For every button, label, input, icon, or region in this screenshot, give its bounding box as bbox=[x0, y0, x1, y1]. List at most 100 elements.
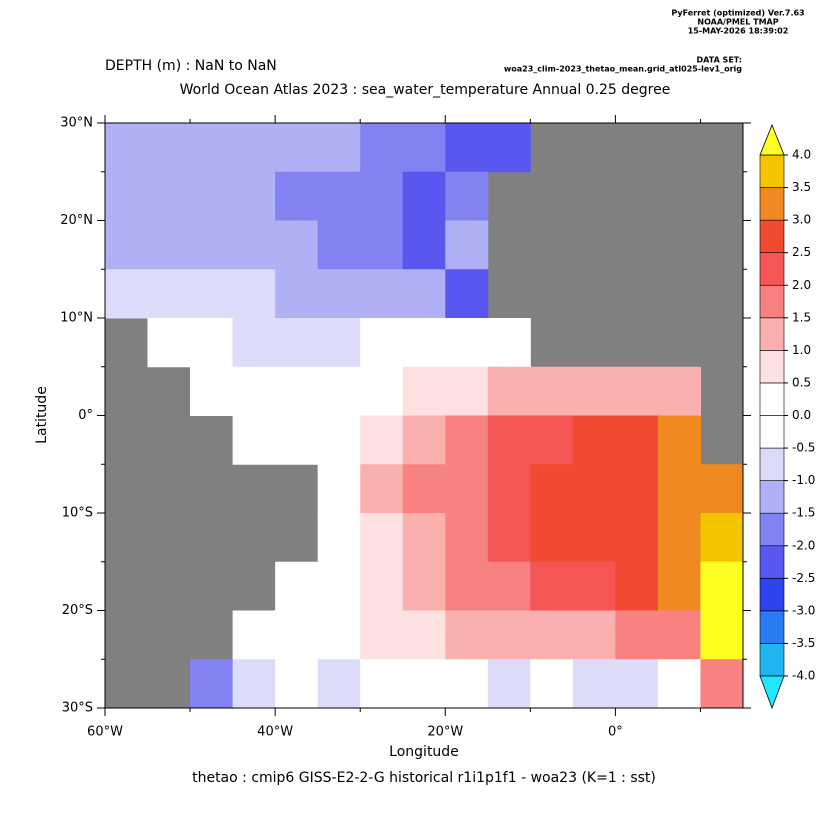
cell bbox=[445, 318, 489, 368]
cell bbox=[700, 464, 744, 514]
colorbar-band bbox=[759, 480, 785, 514]
cell bbox=[487, 123, 531, 173]
cell bbox=[445, 464, 489, 514]
cell bbox=[317, 561, 361, 611]
cell bbox=[360, 220, 404, 270]
cell bbox=[487, 318, 531, 368]
cell bbox=[232, 415, 276, 465]
cell bbox=[317, 513, 361, 563]
cell bbox=[232, 659, 276, 709]
dataset: woa23_clim-2023_thetao_mean.grid_atl025-… bbox=[504, 65, 742, 74]
date: 15-MAY-2026 18:39:02 bbox=[688, 27, 789, 36]
cell bbox=[147, 269, 191, 319]
colorbar-label: 4.0 bbox=[792, 148, 811, 162]
colorbar-over bbox=[759, 123, 785, 156]
cell bbox=[530, 513, 574, 563]
cell bbox=[147, 123, 191, 173]
colorbar-label: 3.5 bbox=[792, 180, 811, 194]
cell bbox=[445, 561, 489, 611]
cell bbox=[572, 513, 616, 563]
x-axis-label: Longitude bbox=[389, 744, 459, 760]
colorbar-band bbox=[759, 512, 785, 547]
cell bbox=[572, 561, 616, 611]
cell bbox=[275, 220, 319, 270]
colorbar-band bbox=[759, 643, 785, 677]
cell bbox=[232, 610, 276, 660]
colorbar-band bbox=[759, 154, 785, 188]
cell bbox=[360, 610, 404, 660]
cell bbox=[190, 123, 234, 173]
cell bbox=[275, 366, 319, 416]
cell bbox=[275, 123, 319, 173]
y-tick-label: 30°S bbox=[62, 701, 93, 716]
cell bbox=[402, 318, 446, 368]
x-tick-label: 40°W bbox=[257, 725, 293, 740]
cell bbox=[402, 561, 446, 611]
cell bbox=[402, 220, 446, 270]
colorbar-label: -3.0 bbox=[792, 603, 815, 617]
cell bbox=[572, 659, 616, 709]
cell bbox=[317, 269, 361, 319]
cell bbox=[360, 415, 404, 465]
cell bbox=[275, 659, 319, 709]
cell bbox=[615, 561, 659, 611]
cell bbox=[360, 513, 404, 563]
colorbar-label: -1.0 bbox=[792, 473, 815, 487]
colorbar-label: 2.0 bbox=[792, 278, 811, 292]
cell bbox=[232, 171, 276, 221]
cell bbox=[487, 561, 531, 611]
org: NOAA/PMEL TMAP bbox=[697, 18, 778, 27]
colorbar-under bbox=[759, 675, 785, 710]
cell bbox=[317, 610, 361, 660]
colorbar-band bbox=[759, 317, 785, 351]
colorbar-label: -0.5 bbox=[792, 441, 815, 455]
cell bbox=[360, 171, 404, 221]
cell bbox=[487, 415, 531, 465]
colorbar-label: -2.0 bbox=[792, 538, 815, 552]
chart-title: World Ocean Atlas 2023 : sea_water_tempe… bbox=[180, 82, 671, 98]
colorbar-label: -4.0 bbox=[792, 669, 815, 683]
cell bbox=[105, 220, 149, 270]
cell bbox=[190, 318, 234, 368]
cell bbox=[615, 610, 659, 660]
cell bbox=[275, 318, 319, 368]
cell bbox=[275, 610, 319, 660]
cell bbox=[275, 415, 319, 465]
cell bbox=[657, 561, 701, 611]
cell bbox=[530, 415, 574, 465]
y-tick-label: 30°N bbox=[60, 116, 93, 131]
cell bbox=[445, 415, 489, 465]
colorbar-label: 3.0 bbox=[792, 213, 811, 227]
cell bbox=[445, 513, 489, 563]
colorbar-band bbox=[759, 415, 785, 449]
colorbar-label: -3.5 bbox=[792, 636, 815, 650]
cell bbox=[190, 269, 234, 319]
software: PyFerret (optimized) Ver.7.63 bbox=[671, 9, 804, 18]
y-axis-label: Latitude bbox=[34, 386, 50, 444]
y-tick-label: 10°N bbox=[60, 311, 93, 326]
cell bbox=[530, 464, 574, 514]
cell bbox=[487, 659, 531, 709]
cell bbox=[317, 318, 361, 368]
cell bbox=[317, 659, 361, 709]
cell bbox=[147, 220, 191, 270]
cell bbox=[700, 513, 744, 563]
cell bbox=[445, 123, 489, 173]
colorbar-band bbox=[759, 252, 785, 286]
cell bbox=[190, 659, 234, 709]
cell bbox=[487, 366, 531, 416]
y-tick-label: 10°S bbox=[62, 506, 93, 521]
x-tick-label: 20°W bbox=[427, 725, 463, 740]
cell bbox=[572, 366, 616, 416]
cell bbox=[105, 171, 149, 221]
cell bbox=[360, 123, 404, 173]
colorbar-label: 1.5 bbox=[792, 310, 811, 324]
cell bbox=[147, 318, 191, 368]
cell bbox=[445, 269, 489, 319]
cell bbox=[530, 659, 574, 709]
cell bbox=[402, 659, 446, 709]
cell bbox=[360, 659, 404, 709]
cell bbox=[445, 659, 489, 709]
colorbar-band bbox=[759, 350, 785, 384]
